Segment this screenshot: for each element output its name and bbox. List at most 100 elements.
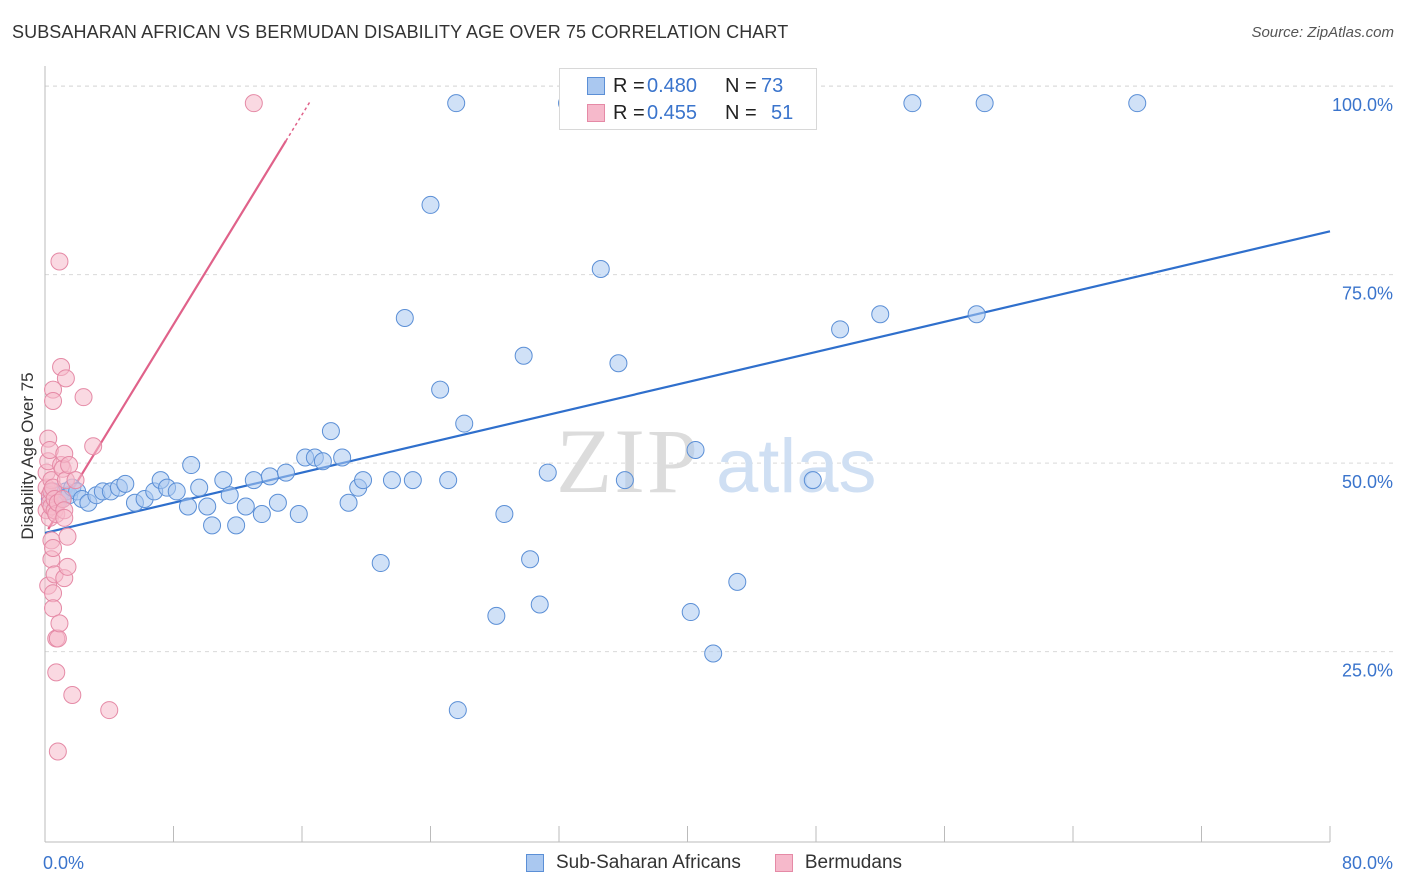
point-subsaharan [704, 644, 723, 663]
point-subsaharan [831, 320, 850, 339]
y-tick-label: 100.0% [1332, 95, 1393, 115]
point-subsaharan [431, 380, 450, 399]
point-subsaharan [321, 422, 340, 441]
point-subsaharan [276, 463, 295, 482]
trend-line-bermudans [47, 140, 287, 530]
series-legend: Sub-Saharan Africans Bermudans [526, 852, 936, 874]
legend-swatch-blue [526, 854, 544, 872]
point-bermudans [56, 369, 75, 388]
point-bermudans [66, 471, 85, 490]
point-bermudans [44, 599, 63, 618]
point-subsaharan [447, 94, 466, 113]
point-subsaharan [1128, 94, 1147, 113]
legend-r-label: R = [613, 101, 645, 124]
legend-r-label: R = [613, 74, 645, 97]
point-subsaharan [803, 471, 822, 490]
point-subsaharan [354, 471, 373, 490]
point-subsaharan [371, 554, 390, 573]
point-subsaharan [116, 474, 135, 493]
point-subsaharan [198, 497, 217, 516]
point-subsaharan [521, 550, 540, 569]
watermark-zip: ZIP [556, 410, 700, 512]
point-bermudans [50, 252, 69, 271]
point-subsaharan [495, 505, 514, 524]
legend-r-value: 0.480 [647, 74, 698, 97]
point-subsaharan [252, 505, 271, 524]
point-subsaharan [395, 309, 414, 328]
legend-n-value: 73 [761, 74, 784, 97]
point-subsaharan [686, 440, 705, 459]
point-subsaharan [421, 195, 440, 214]
point-bermudans [244, 94, 263, 113]
point-subsaharan [220, 486, 239, 505]
point-subsaharan [615, 471, 634, 490]
y-axis-label: Disability Age Over 75 [18, 372, 37, 540]
point-subsaharan [313, 452, 332, 471]
point-subsaharan [448, 701, 467, 720]
stats-legend: R = 0.480 N = 73 R = 0.455 N = 51 [559, 68, 817, 130]
point-subsaharan [382, 471, 401, 490]
point-subsaharan [190, 478, 209, 497]
point-bermudans [44, 538, 63, 557]
legend-label-subsaharan: Sub-Saharan Africans [556, 852, 741, 873]
legend-row-blue: R = 0.480 N = 73 [587, 73, 784, 99]
point-subsaharan [903, 94, 922, 113]
point-bermudans [47, 663, 66, 682]
point-bermudans [63, 685, 82, 704]
point-subsaharan [403, 471, 422, 490]
point-subsaharan [728, 572, 747, 591]
grid [45, 85, 1395, 653]
point-subsaharan [967, 305, 986, 324]
legend-swatch-pink [587, 104, 605, 122]
point-subsaharan [455, 414, 474, 433]
x-tick-label: 80.0% [1342, 853, 1393, 873]
y-tick-label: 75.0% [1342, 284, 1393, 304]
point-bermudans [44, 391, 63, 410]
trend-line-bermudans-extension [285, 101, 311, 142]
point-bermudans [60, 456, 79, 475]
legend-swatch-pink [774, 854, 793, 872]
point-subsaharan [289, 505, 308, 524]
point-bermudans [58, 527, 77, 546]
legend-n-label: N = [725, 74, 757, 97]
point-bermudans [55, 508, 74, 527]
tick-labels: 25.0% 50.0% 75.0% 100.0% 0.0% 80.0% [43, 95, 1393, 873]
y-tick-label: 25.0% [1342, 661, 1393, 681]
point-subsaharan [333, 448, 352, 467]
point-subsaharan [538, 463, 557, 482]
legend-item-bermudans: Bermudans [774, 852, 903, 874]
point-subsaharan [260, 467, 279, 486]
legend-swatch-blue [587, 77, 605, 95]
point-subsaharan [182, 456, 201, 475]
x-tick-label: 0.0% [43, 853, 84, 873]
point-bermudans [58, 557, 77, 576]
point-bermudans [100, 701, 119, 720]
legend-row-pink: R = 0.455 N = 51 [587, 100, 794, 126]
watermark-atlas: atlas [716, 424, 877, 509]
legend-n-label: N = [725, 101, 757, 124]
point-subsaharan [167, 482, 186, 501]
point-subsaharan [681, 603, 700, 622]
point-bermudans [48, 629, 67, 648]
point-subsaharan [178, 497, 197, 516]
point-subsaharan [530, 595, 549, 614]
point-subsaharan [871, 305, 890, 324]
point-bermudans [48, 742, 67, 761]
source-label: Source: ZipAtlas.com [1251, 24, 1394, 41]
legend-item-subsaharan: Sub-Saharan Africans [526, 852, 741, 874]
point-bermudans [84, 437, 103, 456]
legend-n-value: 51 [771, 101, 794, 124]
legend-label-bermudans: Bermudans [804, 852, 903, 873]
point-subsaharan [236, 497, 255, 516]
point-subsaharan [227, 516, 246, 535]
legend-r-value: 0.455 [647, 101, 698, 124]
point-subsaharan [487, 606, 506, 625]
point-bermudans [50, 614, 69, 633]
point-subsaharan [268, 493, 287, 512]
point-bermudans [44, 584, 63, 603]
point-subsaharan [439, 471, 458, 490]
point-subsaharan [244, 471, 263, 490]
point-subsaharan [514, 346, 533, 365]
point-subsaharan [609, 354, 628, 373]
